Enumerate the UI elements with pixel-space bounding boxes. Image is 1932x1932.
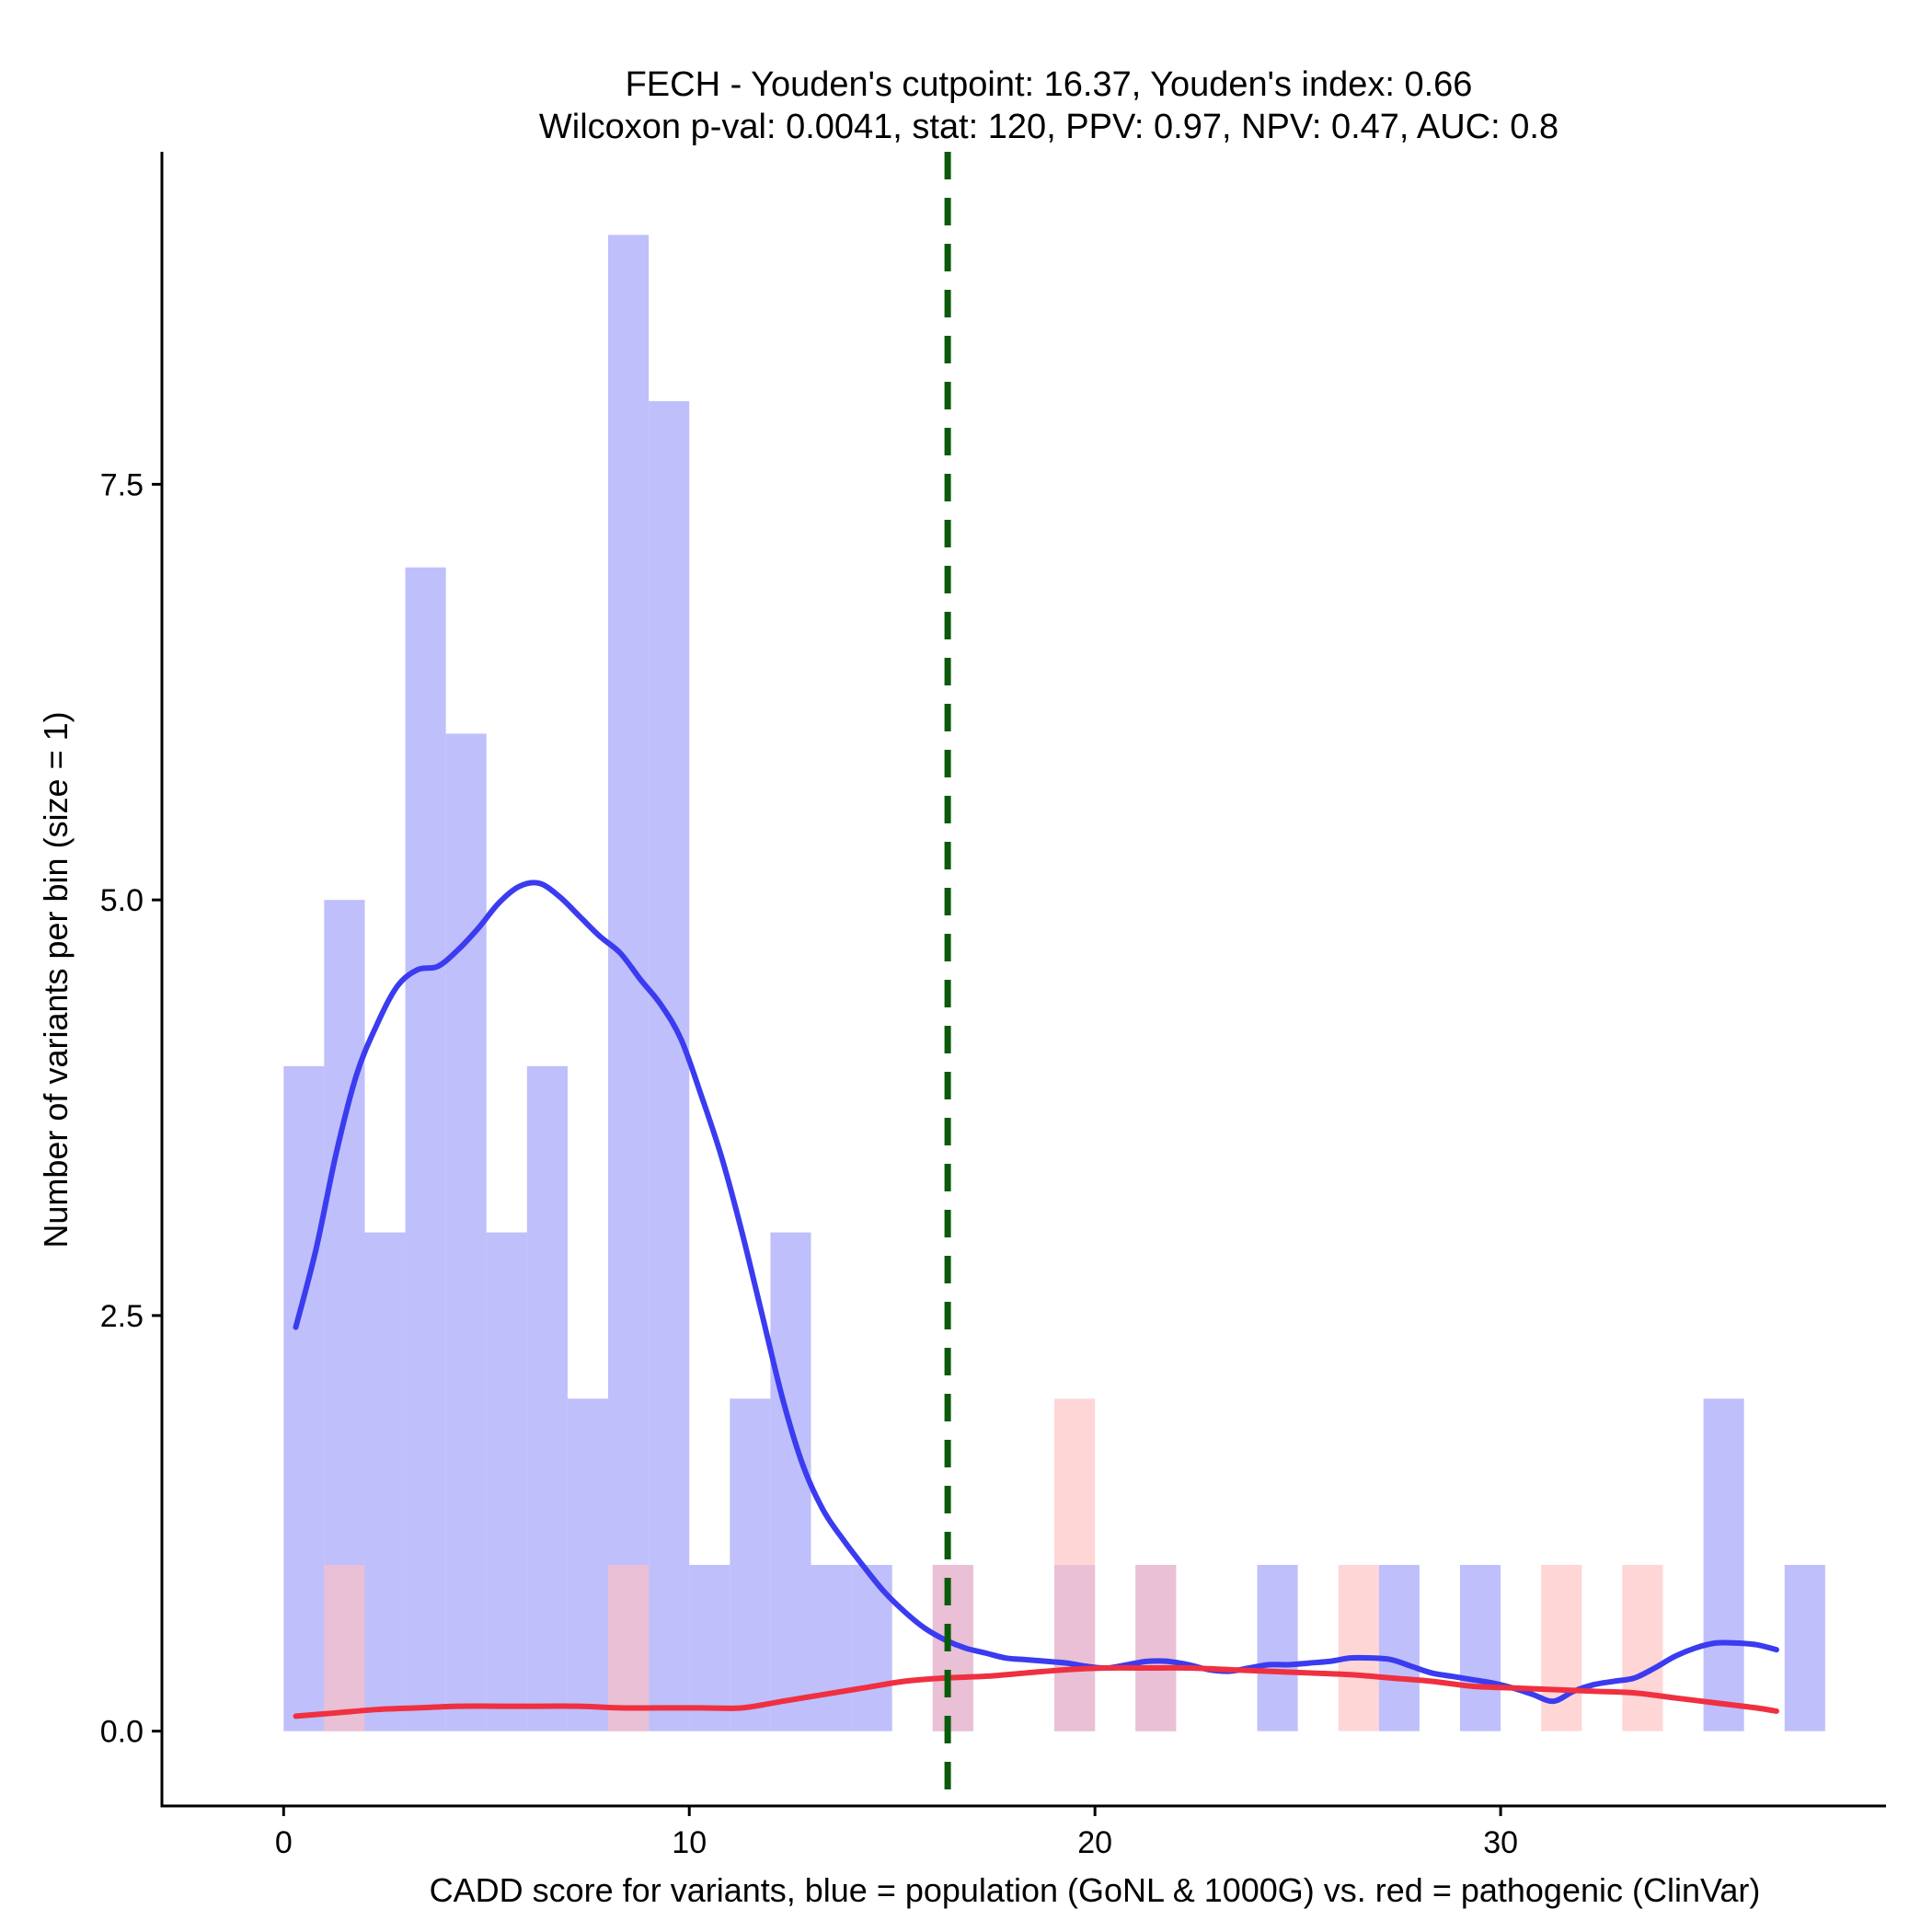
pathogenic-bar bbox=[1338, 1564, 1379, 1731]
population-bar bbox=[405, 567, 446, 1731]
y-tick-label: 0.0 bbox=[100, 1715, 144, 1750]
density-curves bbox=[293, 880, 1779, 1719]
pathogenic-bar bbox=[324, 1564, 365, 1731]
population-bar bbox=[1703, 1398, 1744, 1731]
population-bar bbox=[1378, 1564, 1420, 1731]
population-bar bbox=[283, 1065, 325, 1731]
population-bar bbox=[364, 1232, 406, 1731]
population-bar bbox=[1784, 1564, 1825, 1731]
population-bar bbox=[811, 1564, 852, 1731]
pathogenic-bars bbox=[324, 1398, 1663, 1731]
pathogenic-bar bbox=[1622, 1564, 1663, 1731]
population-bar bbox=[770, 1232, 811, 1731]
population-bar bbox=[526, 1065, 568, 1731]
axes bbox=[160, 152, 1886, 1808]
y-tick-label: 5.0 bbox=[100, 883, 144, 918]
population-bar bbox=[730, 1398, 771, 1731]
x-tick-label: 30 bbox=[1483, 1825, 1518, 1860]
pathogenic-density-curve bbox=[293, 1664, 1779, 1719]
x-tick-label: 10 bbox=[672, 1825, 707, 1860]
y-axis-ticks: 0.0 2.5 5.0 7.5 bbox=[100, 467, 162, 1750]
y-tick-label: 2.5 bbox=[100, 1299, 144, 1334]
pathogenic-bar bbox=[1054, 1398, 1096, 1731]
pathogenic-bar bbox=[608, 1564, 650, 1731]
y-axis-label: Number of variants per bin (size = 1) bbox=[37, 711, 75, 1248]
chart-title: FECH - Youden's cutpoint: 16.37, Youden'… bbox=[539, 65, 1558, 146]
population-density-curve bbox=[293, 880, 1779, 1705]
population-bar bbox=[567, 1398, 609, 1731]
pathogenic-bar bbox=[1135, 1564, 1177, 1731]
population-bar bbox=[1460, 1564, 1501, 1731]
chart-title-line-2: Wilcoxon p-val: 0.0041, stat: 120, PPV: … bbox=[539, 108, 1558, 146]
y-tick-label: 7.5 bbox=[100, 467, 144, 502]
pathogenic-bar bbox=[1541, 1564, 1582, 1731]
population-bar bbox=[689, 1564, 730, 1731]
x-tick-label: 20 bbox=[1077, 1825, 1112, 1860]
population-bar bbox=[649, 401, 690, 1731]
population-bars bbox=[283, 235, 1825, 1731]
x-tick-label: 0 bbox=[275, 1825, 293, 1860]
population-bar bbox=[445, 733, 487, 1731]
chart-title-line-1: FECH - Youden's cutpoint: 16.37, Youden'… bbox=[626, 65, 1473, 104]
population-bar bbox=[1257, 1564, 1298, 1731]
x-axis-ticks: 0 10 20 30 bbox=[275, 1806, 1518, 1860]
population-bar bbox=[486, 1232, 527, 1731]
x-axis-label: CADD score for variants, blue = populati… bbox=[430, 1871, 1761, 1909]
